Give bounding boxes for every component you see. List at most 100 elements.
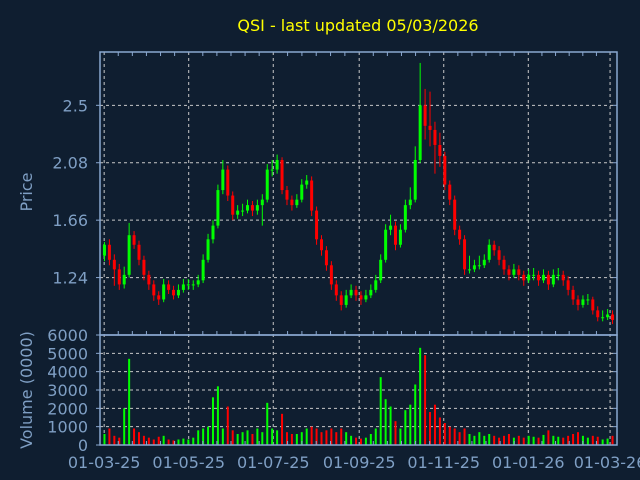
candle-body [586, 299, 590, 301]
volume-bar [478, 432, 481, 445]
candle-body [423, 105, 427, 126]
date-tick-label: 01-11-25 [407, 453, 480, 472]
volume-bar [118, 437, 121, 445]
volume-bar [177, 439, 180, 445]
volume-bar [414, 384, 417, 445]
volume-bar [522, 437, 525, 445]
candle-body [221, 169, 225, 191]
volume-bar [369, 434, 372, 445]
volume-bar [586, 437, 589, 445]
candle-body [211, 225, 215, 240]
candle-body [285, 190, 289, 200]
volume-bars [103, 347, 614, 445]
candle-body [379, 259, 383, 281]
candle-body [310, 180, 314, 211]
volume-bar [483, 435, 486, 445]
volume-bar [488, 434, 491, 445]
candle-body [546, 274, 550, 285]
volume-bar [606, 438, 609, 445]
candle-body [300, 184, 304, 200]
candle-body [152, 284, 156, 296]
candle-body [611, 314, 615, 320]
candle-body [137, 244, 141, 260]
date-tick-label: 01-03-25 [68, 453, 141, 472]
candle-body [280, 160, 284, 191]
volume-bar [503, 435, 506, 445]
candle-body [324, 250, 328, 266]
candle-body [329, 265, 333, 285]
candle-body [443, 155, 447, 185]
volume-bar [290, 434, 293, 445]
candle-body [482, 259, 486, 266]
volume-bar [207, 426, 210, 445]
volume-bar [211, 397, 214, 445]
price-tick-label: 2.08 [52, 154, 88, 173]
volume-bar [192, 437, 195, 445]
candle-body [354, 289, 358, 296]
volume-bar [527, 435, 530, 445]
volume-tick-label: 1000 [47, 418, 88, 437]
candle-body [186, 284, 190, 286]
volume-bar [473, 435, 476, 445]
volume-bar [202, 428, 205, 445]
volume-bar [246, 430, 249, 445]
candle-body [172, 289, 176, 296]
candle-body [231, 195, 235, 215]
volume-bar [379, 377, 382, 445]
candle-body [606, 314, 610, 318]
volume-bar [167, 439, 170, 445]
candle-body [265, 169, 269, 200]
candle-body [393, 225, 397, 245]
volume-bar [256, 428, 259, 445]
candle-body [507, 269, 511, 275]
date-tick-label: 01-07-25 [237, 453, 310, 472]
volume-bar [389, 406, 392, 445]
volume-bar [197, 430, 200, 445]
volume-bar [231, 430, 234, 445]
candle-body [132, 235, 136, 245]
candle-body [117, 269, 121, 285]
candle-body [532, 274, 536, 276]
candle-body [527, 274, 531, 281]
volume-bar [345, 432, 348, 445]
candle-body [477, 265, 481, 267]
candle-body [418, 105, 422, 161]
candle-body [246, 205, 250, 211]
candle-body [453, 199, 457, 230]
volume-bar [409, 404, 412, 445]
volume-bar [137, 432, 140, 445]
volume-bar [429, 412, 432, 445]
candle-body [270, 169, 274, 171]
candle-body [162, 284, 166, 300]
candle-body [157, 295, 161, 300]
volume-bar [128, 358, 131, 445]
candle-body [556, 274, 560, 276]
volume-axis-label: Volume (0000) [17, 331, 36, 449]
candle-body [255, 205, 259, 211]
candle-body [359, 295, 363, 300]
volume-bar [424, 355, 427, 445]
candle-body [581, 299, 585, 305]
candle-body [334, 284, 338, 296]
volume-bar [325, 430, 328, 445]
volume-bar [468, 434, 471, 445]
volume-bar [547, 430, 550, 445]
candle-body [241, 210, 245, 212]
volume-bar [591, 435, 594, 445]
date-tick-label: 01-05-25 [152, 453, 225, 472]
volume-bar [142, 435, 145, 445]
volume-bar [611, 435, 614, 445]
candle-body [374, 280, 378, 290]
candle-body [467, 269, 471, 271]
volume-panel-frame [99, 334, 618, 446]
candle-body [206, 239, 210, 260]
volume-bar [172, 440, 175, 445]
volume-bar [340, 428, 343, 445]
volume-bar [221, 428, 224, 445]
candle-body [448, 184, 452, 200]
candle-body [349, 289, 353, 296]
price-axis-label: Price [17, 172, 36, 211]
candle-body [320, 239, 324, 251]
price-tick-label: 1.66 [52, 211, 88, 230]
candle-body [236, 210, 240, 215]
